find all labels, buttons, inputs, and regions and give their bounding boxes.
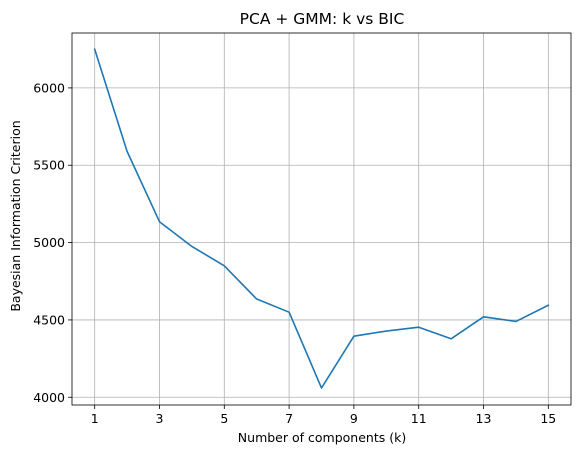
x-tick-label: 9 [350, 411, 358, 426]
x-axis-label: Number of components (k) [238, 430, 406, 445]
x-tick-label: 11 [411, 411, 427, 426]
x-axis-ticks: 1 3 5 7 9 11 13 15 [91, 405, 556, 426]
x-tick-label: 5 [220, 411, 228, 426]
axes-frame [71, 32, 572, 406]
x-tick-label: 7 [285, 411, 293, 426]
y-tick-label: 4000 [33, 390, 65, 405]
y-axis-label: Bayesian Information Criterion [8, 120, 23, 311]
y-tick-label: 5500 [33, 158, 65, 173]
y-tick-label: 4500 [33, 312, 65, 327]
grid-lines [72, 33, 571, 405]
x-tick-label: 13 [476, 411, 492, 426]
series-layer [93, 48, 550, 389]
chart-title: PCA + GMM: k vs BIC [240, 10, 405, 28]
bic-series-line [93, 48, 550, 389]
x-tick-label: 1 [91, 411, 99, 426]
y-axis-ticks: 4000 4500 5000 5500 6000 [33, 80, 72, 405]
x-tick-label: 3 [156, 411, 164, 426]
x-tick-label: 15 [540, 411, 556, 426]
y-tick-label: 6000 [33, 80, 65, 95]
y-tick-label: 5000 [33, 235, 65, 250]
